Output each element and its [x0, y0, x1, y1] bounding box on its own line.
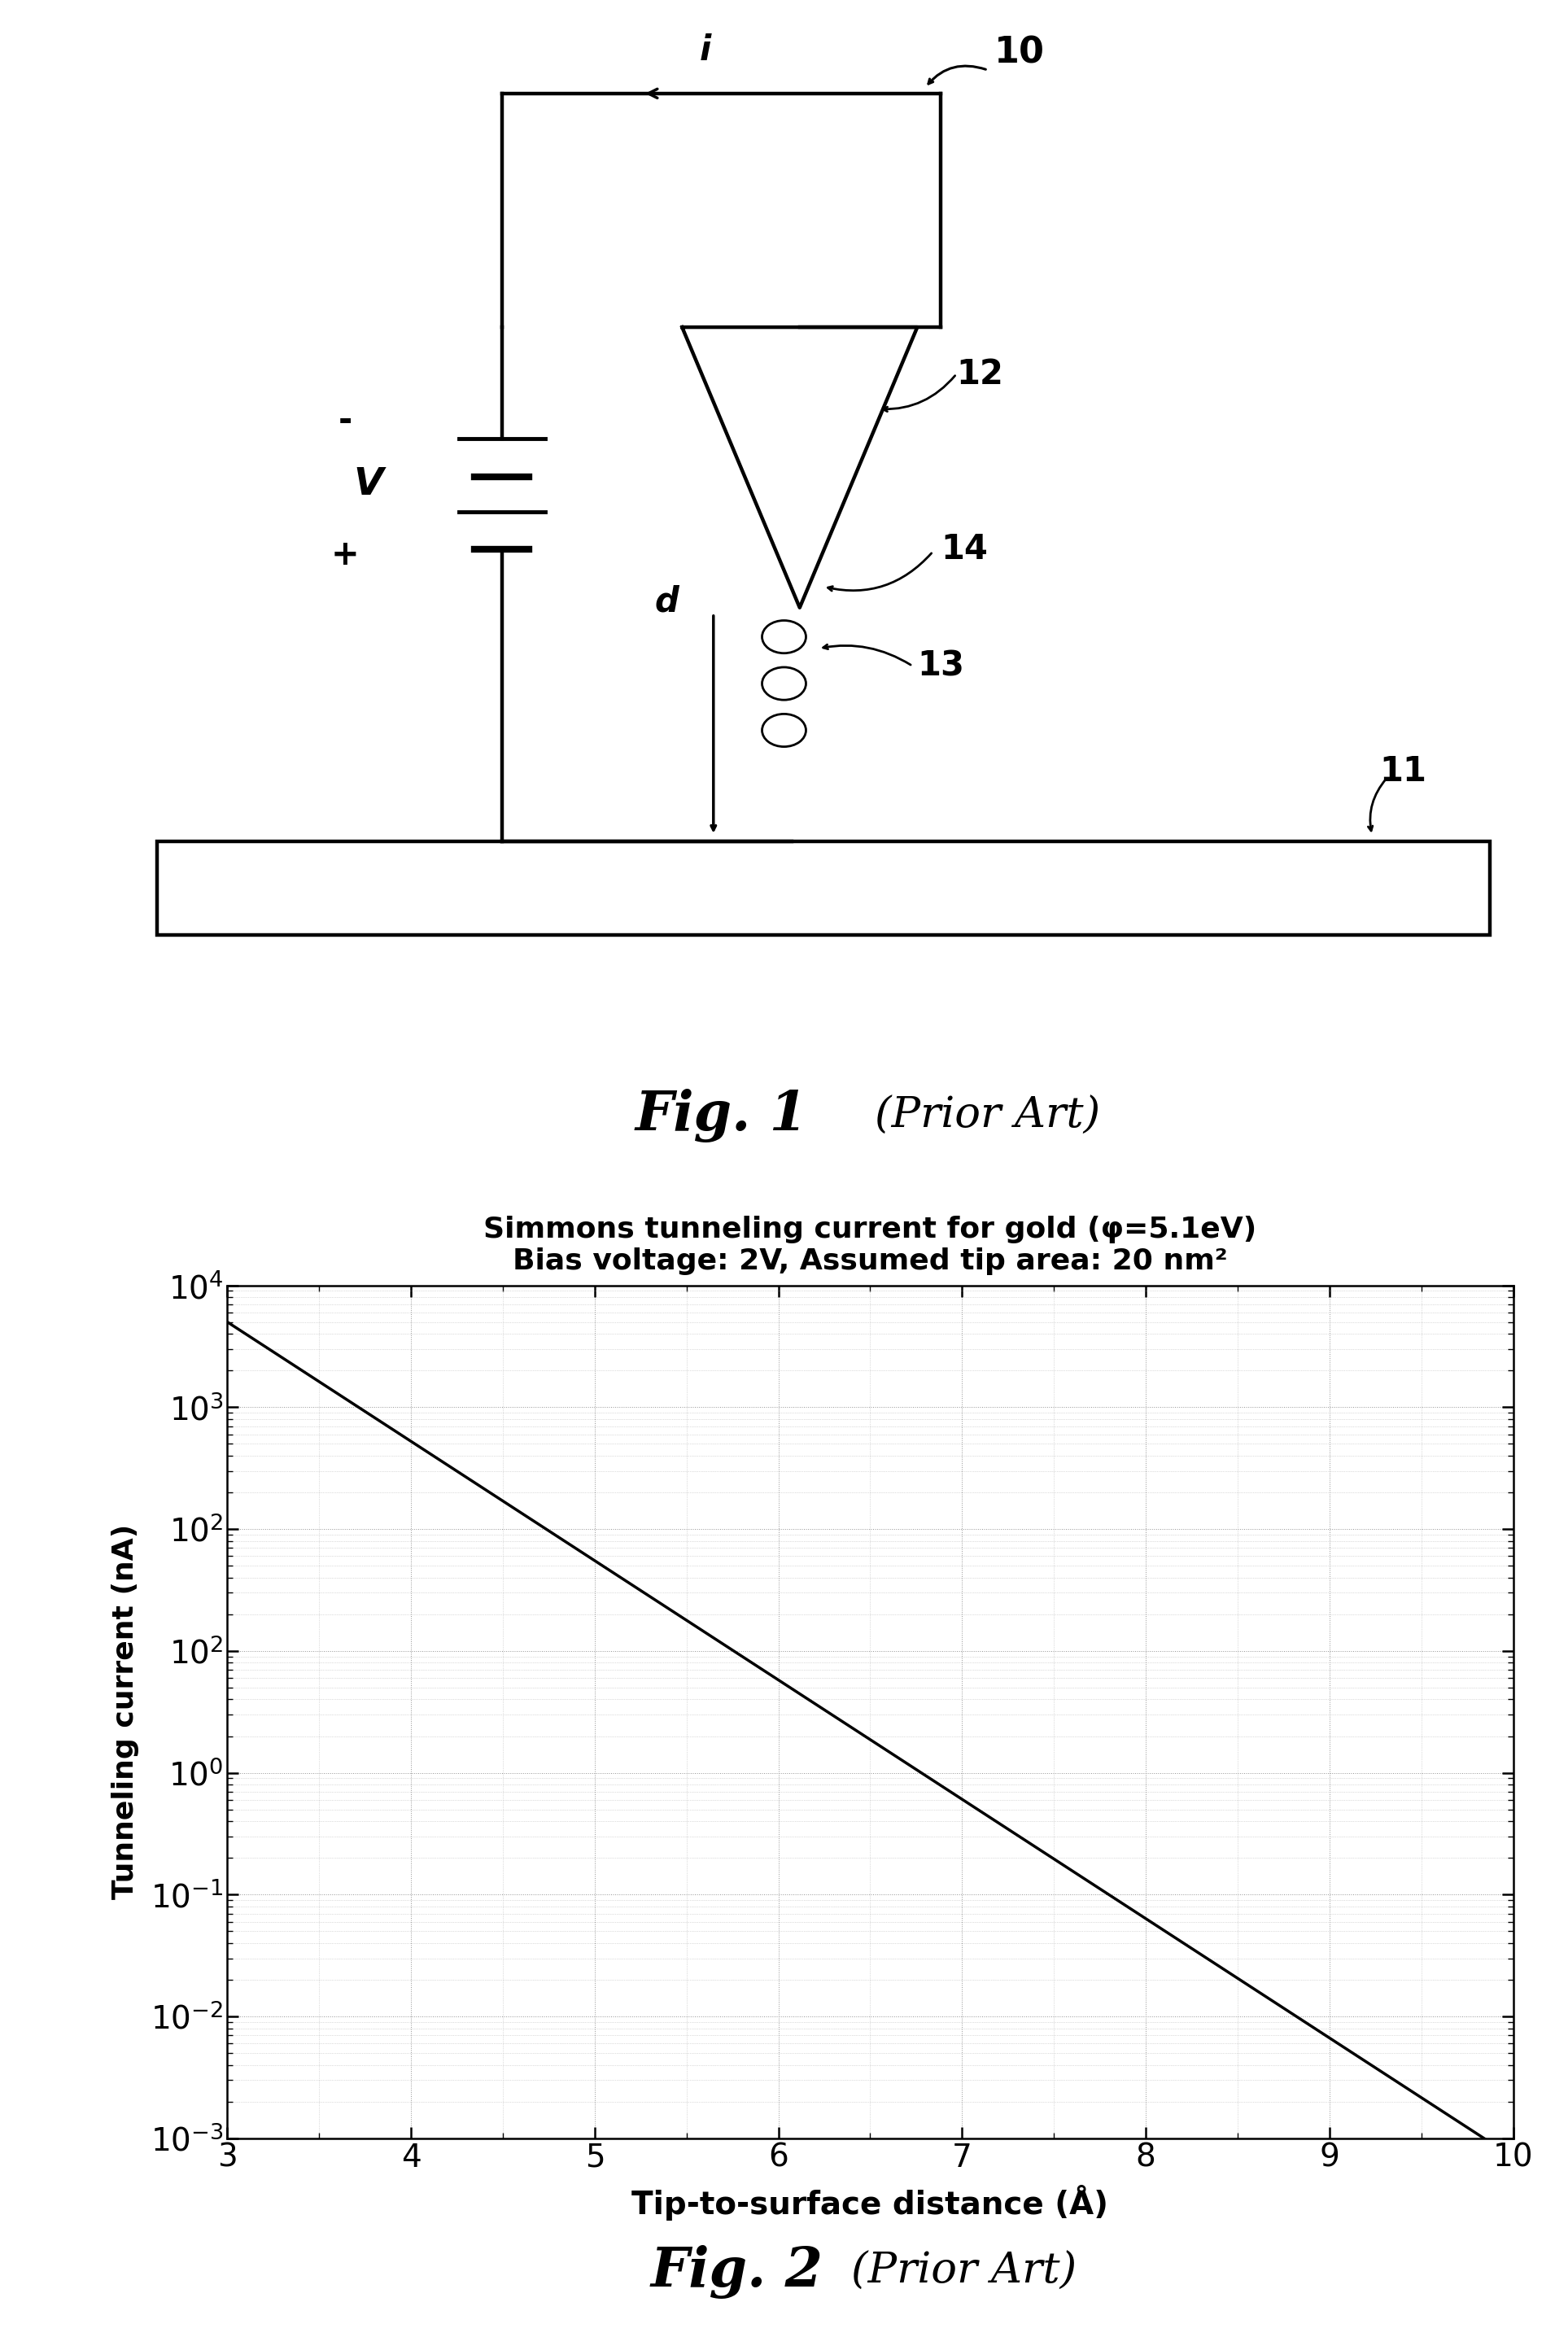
Text: Fig. 2: Fig. 2: [651, 2246, 823, 2297]
Text: 12: 12: [956, 358, 1004, 390]
Y-axis label: Tunneling current (nA): Tunneling current (nA): [111, 1524, 140, 1900]
X-axis label: Tip-to-surface distance (Å): Tip-to-surface distance (Å): [632, 2185, 1109, 2220]
Text: 11: 11: [1380, 755, 1427, 788]
Title: Simmons tunneling current for gold (φ=5.1eV)
Bias voltage: 2V, Assumed tip area:: Simmons tunneling current for gold (φ=5.…: [483, 1215, 1258, 1276]
Text: -: -: [339, 404, 351, 437]
Text: (Prior Art): (Prior Art): [851, 2251, 1077, 2293]
Text: +: +: [331, 538, 359, 573]
FancyBboxPatch shape: [157, 841, 1490, 935]
Text: Fig. 1: Fig. 1: [635, 1089, 808, 1143]
Text: (Prior Art): (Prior Art): [875, 1096, 1101, 1136]
Text: 14: 14: [941, 533, 988, 566]
Text: d: d: [655, 584, 679, 619]
Text: 10: 10: [994, 35, 1044, 70]
Text: i: i: [699, 33, 712, 68]
Text: V: V: [353, 467, 384, 502]
Text: 13: 13: [917, 650, 964, 682]
